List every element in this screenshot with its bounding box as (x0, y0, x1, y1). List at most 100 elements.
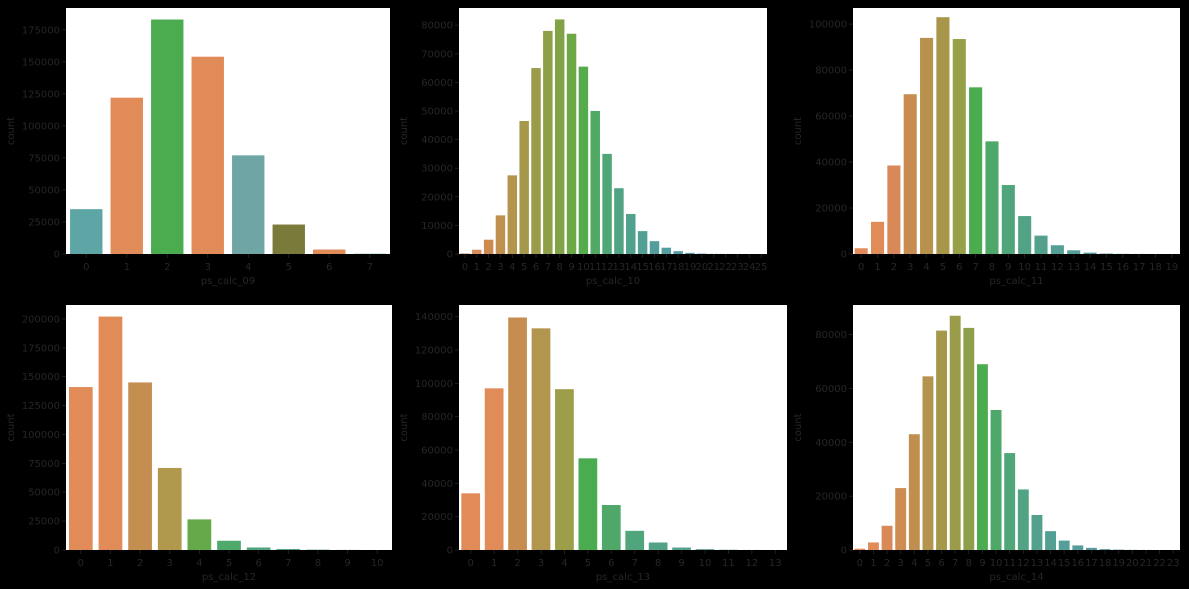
bar-3 (157, 467, 182, 550)
y-tick-label: 0 (841, 250, 847, 261)
y-tick-label: 50000 (421, 106, 453, 117)
x-axis-label: ps_calc_13 (596, 572, 650, 583)
y-axis-label: count (793, 413, 804, 441)
y-tick-label: 60000 (421, 446, 453, 457)
bar-19 (685, 252, 695, 254)
x-tick-label: 6 (533, 262, 539, 273)
x-axis-label: ps_calc_11 (989, 276, 1043, 287)
bar-2 (128, 382, 152, 550)
y-axis-label: count (399, 413, 410, 441)
x-tick-label: 13 (1031, 558, 1044, 569)
subplot-ps-calc-13: 0 20000 40000 60000 80000 100000 120000 140000 0… (399, 305, 787, 583)
x-tick-label: 4 (911, 558, 917, 569)
x-tick-label: 19 (1112, 558, 1125, 569)
x-tick-label: 0 (462, 262, 468, 273)
bar-17 (661, 247, 672, 254)
x-axis-label: ps_calc_10 (586, 276, 640, 287)
subplot-ps-calc-09: 0 25000 50000 75000 100000 125000 150000 175000… (6, 8, 390, 287)
y-tick-label: 0 (447, 546, 453, 557)
bar-0 (854, 248, 868, 254)
bar-6 (246, 547, 271, 550)
bar-1 (110, 97, 143, 254)
y-tick-label: 50000 (28, 185, 60, 196)
x-tick-label: 4 (561, 558, 567, 569)
x-tick-label: 11 (589, 262, 602, 273)
x-tick-label: 6 (956, 262, 962, 273)
y-tick-label: 30000 (421, 164, 453, 175)
x-tick-label: 4 (509, 262, 515, 273)
y-tick-label: 40000 (815, 438, 847, 449)
y-axis-label: count (6, 117, 17, 145)
x-tick-label: 23 (1167, 558, 1180, 569)
x-tick-label: 13 (1067, 262, 1080, 273)
y-tick-label: 60000 (421, 78, 453, 89)
x-tick-label: 3 (497, 262, 503, 273)
x-tick-label: 15 (1100, 262, 1113, 273)
x-tick-label: 9 (979, 558, 985, 569)
y-tick-label: 50000 (28, 488, 60, 499)
bar-4 (507, 175, 518, 254)
x-tick-label: 0 (83, 262, 89, 273)
x-tick-label: 3 (205, 262, 211, 273)
x-tick-label: 7 (285, 558, 291, 569)
x-tick-label: 2 (514, 558, 520, 569)
x-tick-label: 0 (468, 558, 474, 569)
x-tick-label: 21 (707, 262, 720, 273)
bar-7 (276, 548, 301, 550)
bar-15 (637, 231, 648, 254)
y-tick-label: 150000 (22, 57, 60, 68)
bar-13 (1031, 515, 1043, 550)
x-tick-label: 11 (722, 558, 735, 569)
x-tick-label: 0 (78, 558, 84, 569)
x-tick-label: 6 (255, 558, 261, 569)
y-tick-label: 20000 (421, 512, 453, 523)
x-tick-label: 10 (699, 558, 712, 569)
bar-12 (1017, 489, 1029, 550)
x-axis-label: ps_calc_12 (202, 572, 256, 583)
bar-4 (232, 155, 265, 254)
y-tick-label: 0 (447, 250, 453, 261)
plot-area (853, 8, 1180, 254)
y-tick-label: 20000 (421, 192, 453, 203)
x-tick-label: 7 (367, 262, 373, 273)
bar-7 (969, 87, 983, 254)
x-tick-label: 2 (884, 558, 890, 569)
bar-0 (461, 493, 481, 550)
x-tick-label: 17 (660, 262, 673, 273)
bar-11 (1004, 453, 1016, 550)
y-tick-label: 175000 (22, 343, 60, 354)
x-tick-label: 1 (491, 558, 497, 569)
x-tick-label: 16 (1116, 262, 1129, 273)
x-tick-label: 2 (164, 262, 170, 273)
bar-13 (614, 188, 624, 254)
x-tick-label: 12 (1017, 558, 1030, 569)
x-tick-label: 10 (371, 558, 384, 569)
x-tick-label: 11 (1035, 262, 1048, 273)
x-tick-label: 6 (938, 558, 944, 569)
x-tick-label: 8 (655, 558, 661, 569)
x-tick-label: 5 (286, 262, 292, 273)
x-tick-label: 6 (608, 558, 614, 569)
y-tick-label: 80000 (815, 330, 847, 341)
x-tick-label: 7 (952, 558, 958, 569)
x-axis-label: ps_calc_14 (989, 572, 1043, 583)
bar-12 (602, 153, 612, 254)
bar-3 (495, 215, 506, 254)
x-tick-label: 1 (870, 558, 876, 569)
x-tick-label: 5 (521, 262, 527, 273)
bar-1 (472, 249, 482, 254)
y-tick-label: 100000 (22, 121, 60, 132)
bar-6 (601, 505, 621, 550)
x-tick-label: 16 (1071, 558, 1084, 569)
y-tick-label: 140000 (415, 312, 453, 323)
x-tick-label: 1 (874, 262, 880, 273)
bar-5 (217, 540, 241, 550)
bar-18 (673, 251, 683, 254)
plot-area (853, 305, 1180, 550)
subplot-ps-calc-12: 0 25000 50000 75000 100000 125000 150000 175000… (6, 305, 392, 583)
x-tick-label: 2 (137, 558, 143, 569)
x-tick-label: 22 (1153, 558, 1166, 569)
y-tick-label: 0 (54, 250, 60, 261)
x-tick-label: 7 (972, 262, 978, 273)
